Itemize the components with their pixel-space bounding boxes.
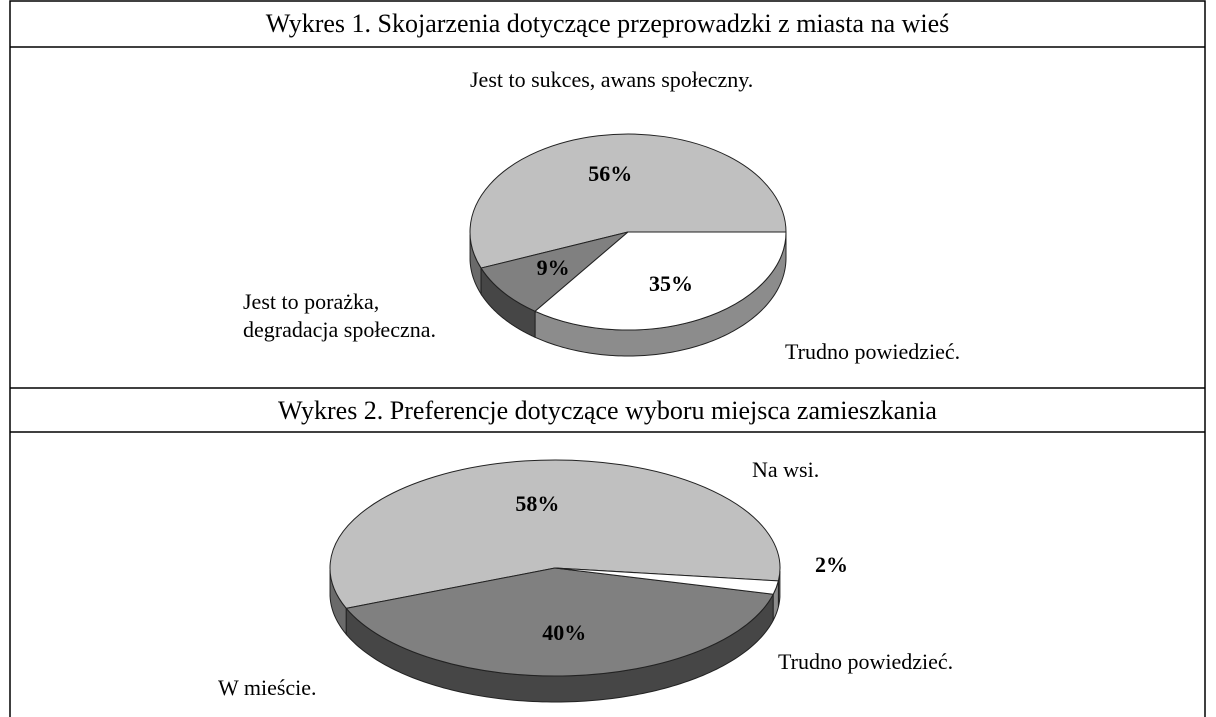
chart-title: Wykres 1. Skojarzenia dotyczące przeprow… — [265, 9, 950, 38]
slice — [480, 231, 629, 312]
slice — [554, 567, 780, 595]
category-label: Trudno powiedzieć. — [778, 649, 954, 674]
value-label: 9% — [536, 255, 570, 281]
table-frame — [9, 0, 1206, 717]
value-label: 35% — [649, 271, 694, 297]
value-label: 56% — [588, 161, 633, 187]
slice — [469, 133, 787, 269]
chart-title: Wykres 2. Preferencje dotyczące wyboru m… — [278, 396, 937, 425]
category-label: Jest to porażka, degradacja społeczna. — [243, 289, 436, 342]
slice — [329, 459, 781, 609]
category-label: W mieście. — [218, 675, 317, 700]
value-label: 2% — [815, 551, 849, 577]
slice — [345, 567, 775, 677]
slice — [534, 231, 787, 331]
category-label: Jest to sukces, awans społeczny. — [470, 67, 754, 92]
value-label: 40% — [542, 619, 587, 645]
category-label: Na wsi. — [752, 457, 820, 482]
category-label: Trudno powiedzieć. — [785, 339, 961, 364]
value-label: 58% — [515, 490, 560, 516]
